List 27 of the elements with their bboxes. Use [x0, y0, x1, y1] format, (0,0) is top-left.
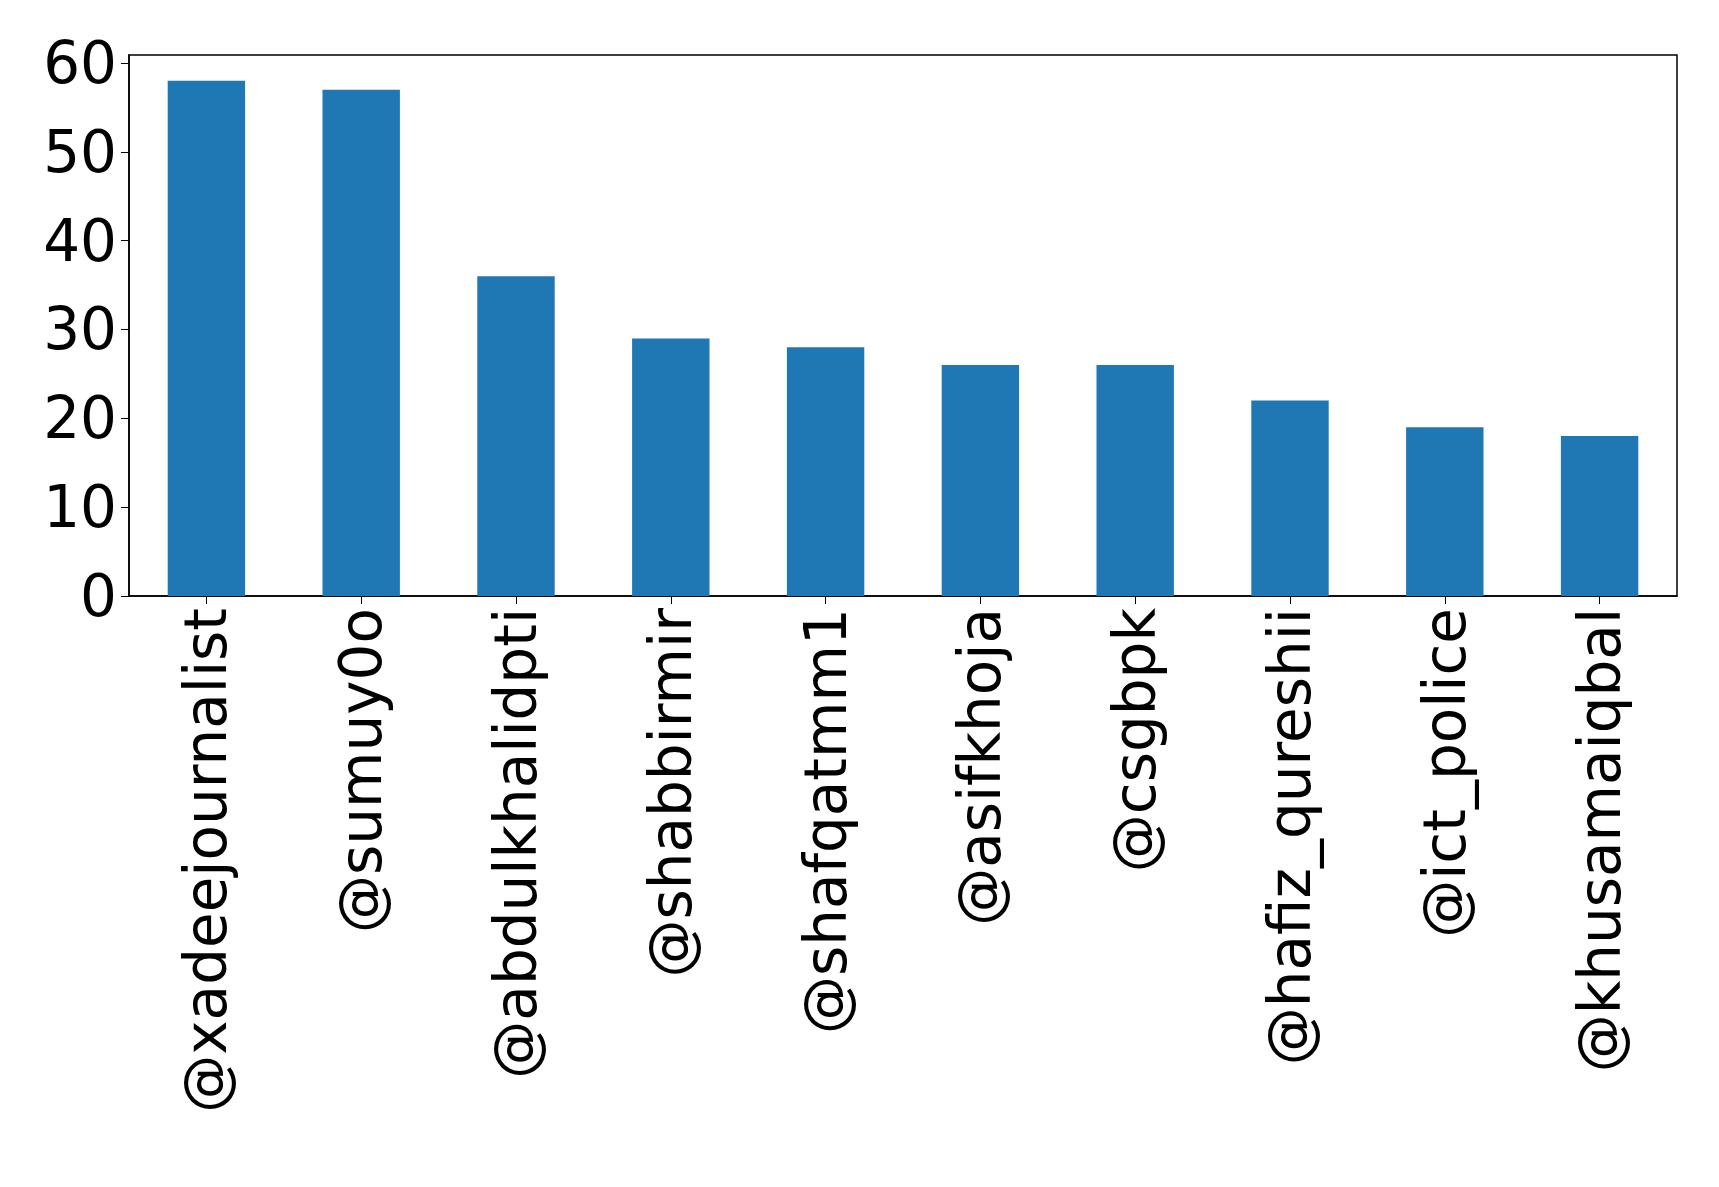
y-tick-label: 30: [43, 295, 117, 364]
bar: [1560, 436, 1639, 596]
bar: [786, 347, 865, 596]
bar: [1096, 365, 1174, 596]
bar: [1251, 400, 1329, 596]
x-tick-label: @shabbirmir: [636, 607, 705, 978]
x-tick-label: @csgbpk: [1101, 607, 1170, 873]
bar: [941, 365, 1020, 596]
bar: [167, 80, 246, 596]
x-tick-label: @ict_police: [1410, 608, 1479, 938]
x-tick-label: @abdulkhalidpti: [482, 608, 550, 1079]
x-tick-label: @hafiz_qureshii: [1256, 608, 1324, 1066]
bar: [1406, 427, 1484, 596]
bar: [632, 338, 710, 596]
bar: [477, 276, 555, 596]
y-tick-label: 0: [80, 562, 117, 630]
y-tick-label: 10: [43, 473, 117, 542]
y-tick-label: 60: [43, 29, 117, 97]
bar: [322, 89, 400, 596]
x-tick-label: @sumuy0o: [327, 608, 396, 933]
x-tick-label: @xadeejournalist: [172, 608, 241, 1113]
y-tick-label: 20: [43, 384, 117, 453]
x-tick-label: @shafqatmm1: [791, 608, 860, 1034]
x-tick-label: @asifkhoja: [946, 608, 1015, 926]
y-tick-label: 50: [43, 117, 117, 186]
x-tick-label: @khusamaiqbal: [1565, 608, 1634, 1073]
y-tick-label: 40: [43, 206, 117, 275]
